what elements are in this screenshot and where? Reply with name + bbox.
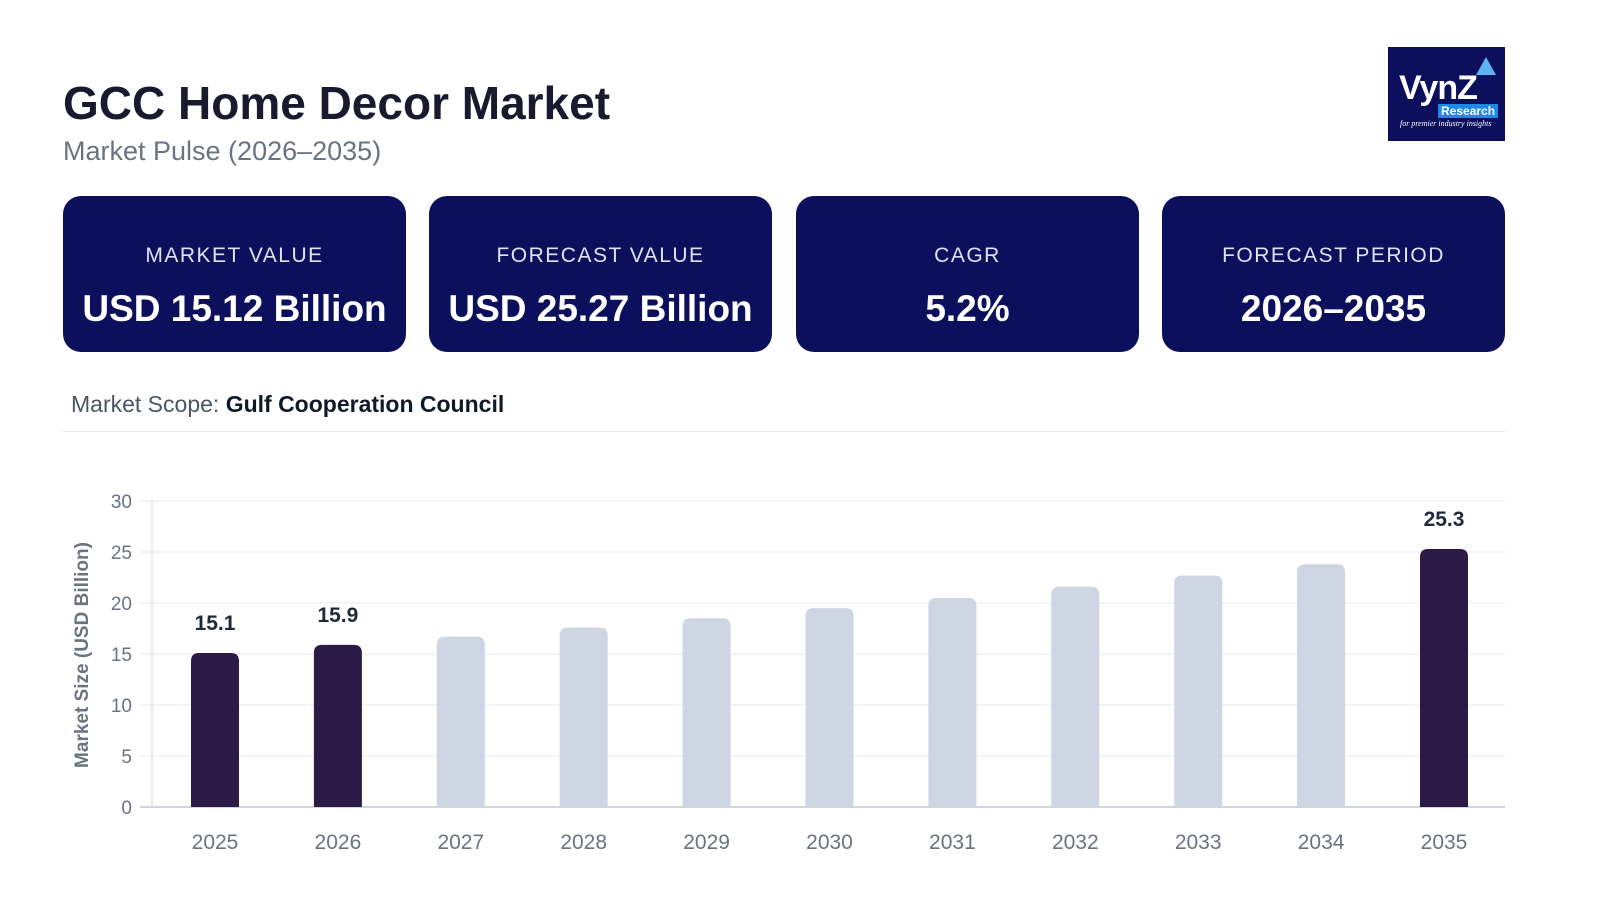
data-label-2035: 25.3 bbox=[1424, 508, 1465, 531]
bar-2031 bbox=[928, 597, 977, 807]
x-tick-label: 2034 bbox=[1298, 831, 1345, 854]
x-tick-label: 2035 bbox=[1421, 831, 1468, 854]
card-forecast-period: FORECAST PERIOD 2026–2035 bbox=[1162, 196, 1505, 352]
page-subtitle: Market Pulse (2026–2035) bbox=[63, 136, 382, 166]
x-tick-label: 2027 bbox=[437, 831, 484, 854]
card-forecast-value: FORECAST VALUE USD 25.27 Billion bbox=[429, 196, 772, 352]
data-label-2026: 15.9 bbox=[317, 604, 358, 627]
y-tick-label: 25 bbox=[111, 543, 132, 564]
bar-2030 bbox=[805, 608, 854, 807]
y-tick-label: 20 bbox=[111, 594, 132, 615]
y-tick-label: 10 bbox=[111, 696, 132, 717]
y-axis-label: Market Size (USD Billion) bbox=[72, 542, 93, 768]
x-tick-label: 2032 bbox=[1052, 831, 1099, 854]
bar-2034 bbox=[1297, 564, 1346, 807]
x-tick-label: 2025 bbox=[192, 831, 239, 854]
x-tick-label: 2029 bbox=[683, 831, 730, 854]
data-label-2025: 15.1 bbox=[195, 612, 236, 635]
card-label: FORECAST PERIOD bbox=[1222, 244, 1445, 267]
bar-2028 bbox=[559, 627, 608, 807]
y-tick-label: 0 bbox=[121, 798, 132, 819]
x-tick-label: 2031 bbox=[929, 831, 976, 854]
logo-main: VynZ bbox=[1399, 69, 1478, 107]
x-tick-label: 2026 bbox=[315, 831, 362, 854]
card-value: USD 15.12 Billion bbox=[82, 288, 387, 329]
bar-2026 bbox=[313, 644, 362, 807]
y-tick-label: 15 bbox=[111, 645, 132, 666]
card-value: 2026–2035 bbox=[1240, 288, 1427, 329]
card-value: USD 25.27 Billion bbox=[448, 288, 753, 329]
x-tick-label: 2033 bbox=[1175, 831, 1222, 854]
bar-2032 bbox=[1051, 586, 1100, 807]
y-tick-label: 5 bbox=[121, 747, 132, 768]
card-label: FORECAST VALUE bbox=[496, 244, 705, 267]
scope-value: Gulf Cooperation Council bbox=[225, 391, 505, 417]
card-label: MARKET VALUE bbox=[145, 244, 324, 267]
page-title: GCC Home Decor Market bbox=[63, 77, 611, 129]
bar-2029 bbox=[682, 618, 731, 807]
logo-tagline: for premier industry insights bbox=[1400, 119, 1492, 128]
x-tick-label: 2028 bbox=[560, 831, 607, 854]
x-tick-label: 2030 bbox=[806, 831, 853, 854]
y-tick-label: 30 bbox=[111, 492, 132, 513]
card-cagr: CAGR 5.2% bbox=[796, 196, 1139, 352]
bar-2035 bbox=[1420, 548, 1468, 807]
market-scope: Market Scope: Gulf Cooperation Council bbox=[71, 391, 504, 418]
card-label: CAGR bbox=[934, 244, 1001, 267]
logo-sub: Research bbox=[1438, 104, 1499, 118]
bar-2025 bbox=[191, 652, 239, 807]
bar-2027 bbox=[436, 636, 485, 807]
arrow-icon bbox=[1476, 57, 1496, 75]
divider bbox=[63, 431, 1505, 432]
card-value: 5.2% bbox=[925, 288, 1010, 329]
scope-label: Market Scope: bbox=[71, 391, 220, 417]
vynz-logo: VynZ Research for premier industry insig… bbox=[1388, 47, 1505, 141]
card-market-value: MARKET VALUE USD 15.12 Billion bbox=[63, 196, 406, 352]
bar-2033 bbox=[1174, 575, 1223, 807]
